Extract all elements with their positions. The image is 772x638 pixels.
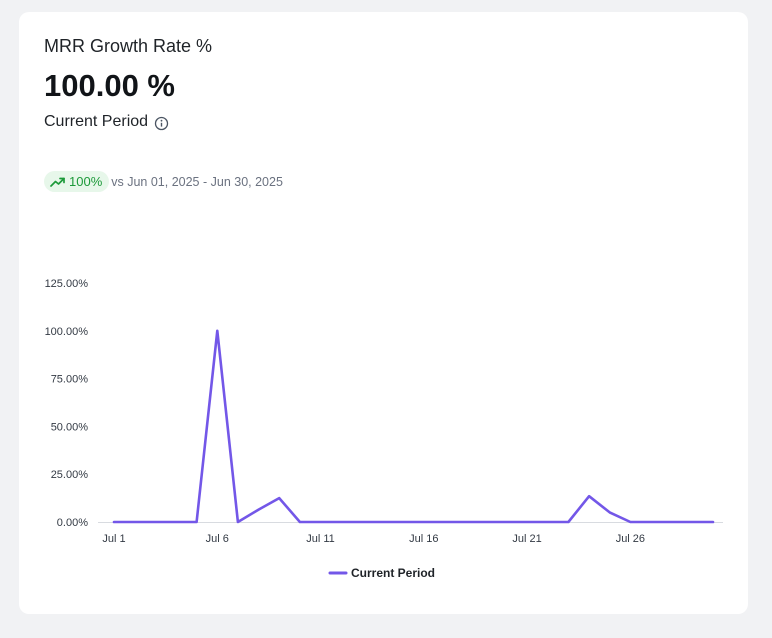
trending-up-icon xyxy=(50,176,65,188)
x-tick-label: Jul 1 xyxy=(102,533,125,545)
info-icon[interactable] xyxy=(154,116,169,131)
y-tick-label: 0.00% xyxy=(57,517,88,529)
trend-badge-value: 100% xyxy=(69,174,103,189)
trend-row: 100% vs Jun 01, 2025 - Jun 30, 2025 xyxy=(44,171,283,192)
series-line xyxy=(112,329,715,524)
period-row: Current Period xyxy=(44,113,169,131)
y-tick-label: 100.00% xyxy=(45,326,89,338)
metric-card: MRR Growth Rate % 100.00 % Current Perio… xyxy=(19,12,748,614)
compare-text: vs Jun 01, 2025 - Jun 30, 2025 xyxy=(111,174,283,189)
period-label: Current Period xyxy=(44,113,149,130)
trend-badge: 100% xyxy=(44,171,110,192)
metric-value: 100.00 % xyxy=(44,68,175,103)
x-tick-label: Jul 26 xyxy=(616,533,645,545)
x-tick-label: Jul 16 xyxy=(409,533,438,545)
y-tick-label: 125.00% xyxy=(45,278,89,290)
legend-label: Current Period xyxy=(351,566,435,580)
x-tick-label: Jul 21 xyxy=(512,533,541,545)
y-tick-label: 50.00% xyxy=(51,421,89,433)
x-tick-label: Jul 11 xyxy=(306,533,335,545)
x-tick-label: Jul 6 xyxy=(206,533,229,545)
y-tick-label: 75.00% xyxy=(51,374,89,386)
metric-title: MRR Growth Rate % xyxy=(44,36,213,56)
y-tick-label: 25.00% xyxy=(51,469,89,481)
